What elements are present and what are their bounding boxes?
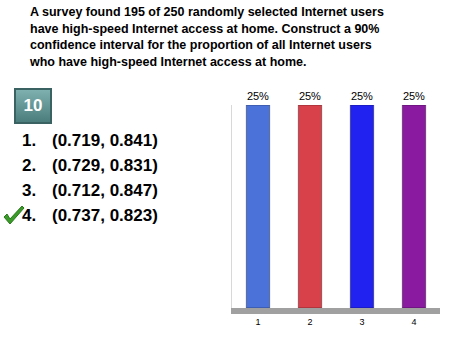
- svg-text:25%: 25%: [351, 90, 373, 102]
- html-text:10: 10: [23, 96, 43, 115]
- html-text:2.: 2.: [22, 156, 37, 175]
- html-text:(0.737, 0.823): (0.737, 0.823): [52, 206, 158, 225]
- html-text:confidence interval for the pr: confidence interval for the proportion o…: [30, 38, 372, 52]
- html-text:(0.712, 0.847): (0.712, 0.847): [52, 181, 158, 200]
- svg-text:1: 1: [255, 317, 260, 327]
- html-text:(0.719, 0.841): (0.719, 0.841): [52, 131, 158, 150]
- svg-text:3: 3: [359, 317, 364, 327]
- svg-text:25%: 25%: [299, 90, 321, 102]
- html-text:who have high-speed Internet a: who have high-speed Internet access at h…: [30, 54, 307, 69]
- svg-text:25%: 25%: [403, 90, 425, 102]
- html-text:A survey found 195 of 250 rand: A survey found 195 of 250 randomly selec…: [30, 5, 384, 19]
- html-text:have high-speed Internet acces: have high-speed Internet access at home.…: [30, 21, 380, 36]
- svg-text:4: 4: [411, 317, 416, 327]
- html-text:4.: 4.: [22, 206, 37, 225]
- html-text:3.: 3.: [22, 181, 37, 200]
- svg-text:2: 2: [307, 317, 312, 327]
- html-text:1.: 1.: [22, 131, 37, 150]
- svg-text:25%: 25%: [247, 90, 269, 102]
- html-text:(0.729, 0.831): (0.729, 0.831): [52, 156, 158, 175]
